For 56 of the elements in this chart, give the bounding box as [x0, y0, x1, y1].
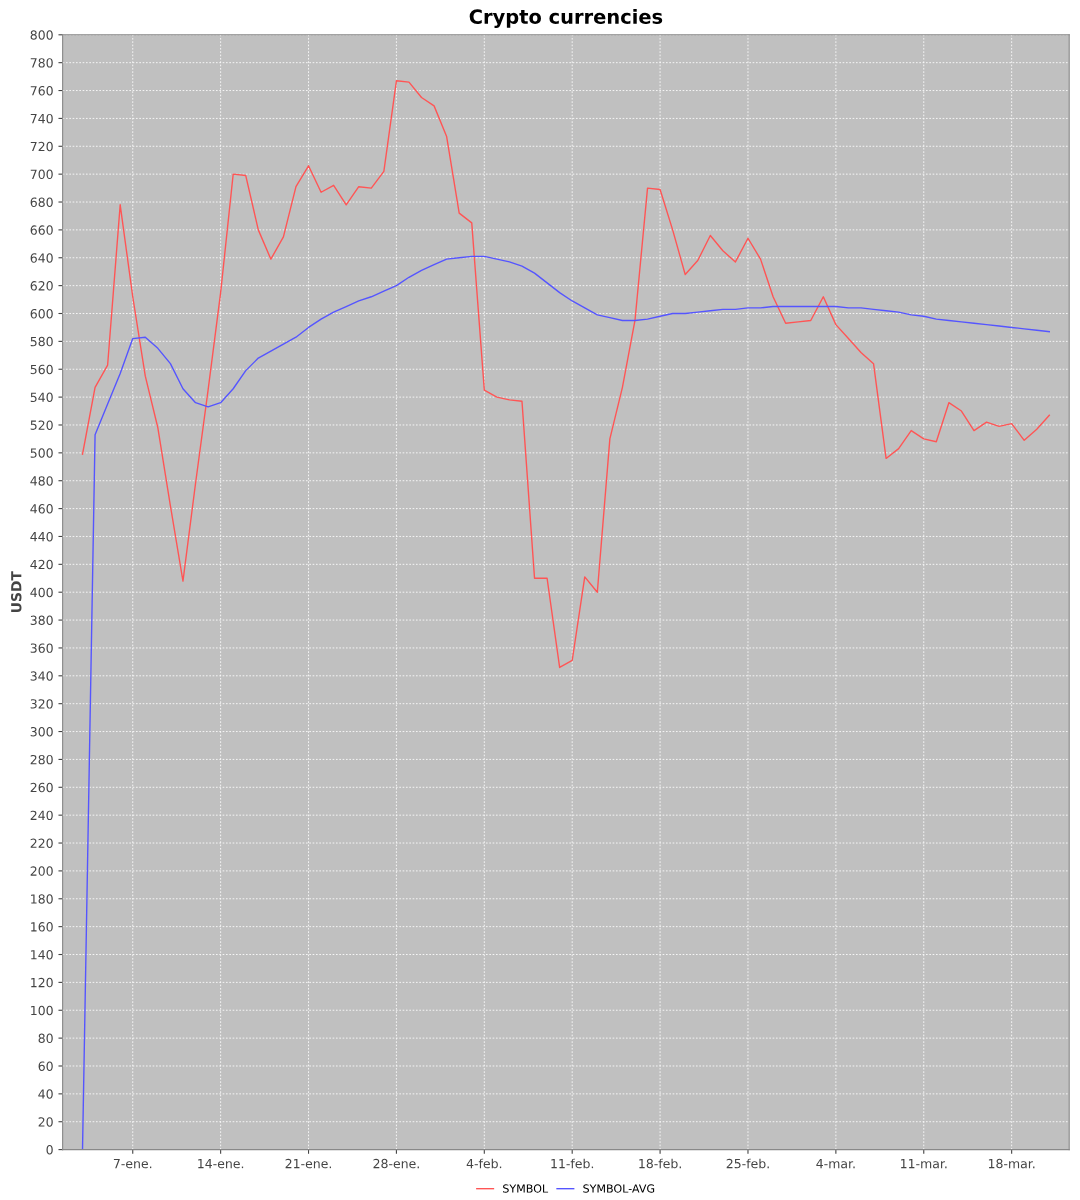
- x-tick-label: 28-ene.: [373, 1158, 419, 1169]
- x-tick-label: 11-feb.: [551, 1158, 594, 1169]
- y-tick-label: 380: [30, 615, 53, 625]
- y-tick-label: 260: [30, 782, 53, 793]
- y-tick-label: 400: [30, 587, 53, 598]
- y-tick-label: 620: [30, 281, 53, 291]
- y-tick-label: 300: [30, 727, 53, 737]
- y-tick-label: 360: [30, 643, 53, 653]
- y-tick-label: 40: [38, 1089, 53, 1099]
- x-tick-label: 14-ene.: [198, 1159, 244, 1169]
- y-tick-label: 20: [38, 1117, 53, 1127]
- y-tick-label: 120: [31, 977, 53, 988]
- y-tick-label: 800: [30, 30, 53, 40]
- y-tick-label: 580: [30, 336, 53, 347]
- y-tick-label: 340: [30, 671, 53, 681]
- y-tick-label: 460: [30, 504, 53, 514]
- y-tick-label: 700: [30, 169, 53, 180]
- y-tick-label: 600: [30, 308, 53, 319]
- x-tick-label: 11-mar.: [901, 1159, 947, 1169]
- x-tick-label: 7-ene.: [113, 1159, 152, 1169]
- y-tick-label: 100: [31, 1005, 53, 1016]
- y-tick-label: 540: [30, 392, 53, 403]
- y-tick-label: 140: [31, 949, 53, 960]
- legend-label: SYMBOL-AVG: [583, 1184, 655, 1193]
- y-tick-label: 80: [38, 1033, 53, 1044]
- y-tick-label: 160: [31, 922, 53, 932]
- x-tick-label: 4-mar.: [816, 1159, 855, 1169]
- y-tick-label: 240: [30, 810, 53, 821]
- y-tick-label: 640: [30, 253, 53, 263]
- legend-label: SYMBOL: [503, 1184, 549, 1193]
- x-tick-label: 21-ene.: [285, 1158, 332, 1169]
- x-tick-label: 25-feb.: [726, 1158, 769, 1169]
- y-tick-label: 480: [30, 476, 53, 486]
- y-tick-label: 760: [30, 86, 53, 96]
- y-tick-label: 420: [30, 559, 53, 570]
- y-tick-label: 500: [30, 448, 53, 458]
- y-tick-label: 440: [30, 531, 53, 542]
- x-tick-label: 18-mar.: [988, 1158, 1035, 1169]
- chart-title: Crypto currencies: [469, 8, 663, 28]
- y-tick-label: 560: [30, 364, 53, 375]
- x-tick-label: 4-feb.: [466, 1158, 502, 1169]
- y-tick-label: 680: [30, 197, 53, 207]
- y-tick-label: 320: [30, 699, 53, 709]
- y-tick-label: 0: [46, 1145, 53, 1155]
- y-tick-label: 740: [30, 113, 53, 124]
- y-tick-label: 520: [30, 420, 53, 430]
- y-tick-label: 660: [30, 225, 53, 235]
- y-tick-label: 280: [30, 754, 53, 765]
- y-tick-label: 180: [31, 894, 53, 904]
- x-tick-label: 18-feb.: [639, 1158, 681, 1169]
- y-tick-label: 780: [30, 58, 53, 68]
- y-tick-label: 60: [38, 1061, 53, 1071]
- y-tick-label: 200: [30, 866, 53, 876]
- y-tick-label: 720: [30, 141, 53, 152]
- y-tick-label: 220: [30, 838, 53, 848]
- y-axis-title: USDT: [11, 571, 22, 613]
